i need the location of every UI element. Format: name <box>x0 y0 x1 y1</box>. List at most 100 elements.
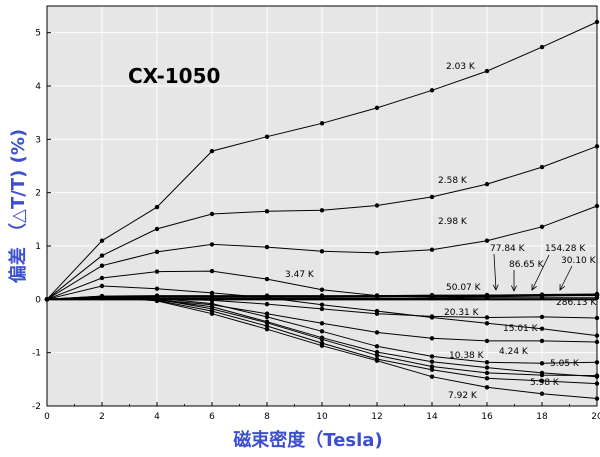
data-point <box>484 360 490 365</box>
data-point <box>429 374 435 379</box>
x-tick-label: 14 <box>426 412 438 422</box>
data-point <box>484 315 490 320</box>
series-label: 2.98 K <box>438 217 468 227</box>
data-point <box>264 311 270 316</box>
x-tick-label: 0 <box>44 412 50 422</box>
chart-title: CX-1050 <box>128 64 220 88</box>
data-point <box>484 365 490 370</box>
data-point <box>484 370 490 376</box>
data-point <box>209 311 215 316</box>
data-point <box>154 226 160 232</box>
y-tick-label: -2 <box>32 402 41 412</box>
data-point <box>429 314 435 319</box>
data-point <box>429 367 435 372</box>
y-tick-label: 2 <box>35 189 41 199</box>
data-point <box>154 286 160 291</box>
series-label: 5.98 K <box>530 378 560 388</box>
label-arrowhead <box>492 284 499 291</box>
data-point <box>484 68 490 74</box>
data-point <box>99 294 105 299</box>
data-point <box>264 209 270 214</box>
data-point <box>484 376 490 381</box>
data-point <box>99 238 105 243</box>
x-tick-label: 20 <box>591 412 600 422</box>
data-point <box>264 314 270 320</box>
data-point <box>319 208 325 213</box>
series-label: 7.92 K <box>448 391 478 401</box>
data-point <box>374 250 380 256</box>
y-tick-label: 1 <box>35 242 41 252</box>
y-axis-title: 偏差 （△T/T) (%) <box>7 129 29 283</box>
data-point <box>319 329 325 334</box>
data-point <box>264 295 270 300</box>
data-point <box>429 296 435 301</box>
x-tick-label: 6 <box>209 412 215 422</box>
data-point <box>374 330 380 335</box>
data-point <box>539 361 545 366</box>
data-point <box>319 249 325 254</box>
x-tick-label: 10 <box>316 412 328 422</box>
series-label: 86.65 K <box>509 260 545 270</box>
data-point <box>374 203 380 208</box>
data-point <box>154 204 160 210</box>
x-tick-label: 12 <box>371 412 382 422</box>
series-label: 3.47 K <box>285 270 315 280</box>
data-point <box>484 295 490 300</box>
data-point <box>209 298 215 303</box>
data-point <box>319 321 325 326</box>
data-point <box>209 242 215 247</box>
data-point <box>374 105 380 111</box>
data-point <box>264 327 270 332</box>
label-arrow <box>559 265 573 291</box>
series-label: 10.38 K <box>449 351 485 361</box>
data-point <box>374 349 380 355</box>
data-point <box>209 211 215 217</box>
series-label: 77.84 K <box>490 244 526 254</box>
data-point <box>484 338 490 344</box>
series-label: 5.05 K <box>550 359 580 369</box>
label-arrowhead <box>531 284 537 291</box>
data-point <box>374 296 380 301</box>
y-tick-label: 4 <box>35 82 41 92</box>
label-arrowhead <box>511 285 517 292</box>
data-point <box>539 378 545 384</box>
data-point <box>319 121 325 126</box>
data-point <box>429 194 435 200</box>
data-point <box>484 321 490 326</box>
data-point <box>99 275 105 281</box>
data-point <box>374 353 380 358</box>
label-arrow <box>531 254 550 291</box>
plot-frame <box>46 5 598 407</box>
series-label: 2.03 K <box>446 62 476 72</box>
series-label: 4.24 K <box>499 347 529 357</box>
data-point <box>154 298 160 304</box>
data-point <box>539 224 545 229</box>
data-point <box>99 283 105 289</box>
data-point <box>264 134 270 139</box>
data-point <box>539 44 545 50</box>
data-point <box>264 276 270 282</box>
data-point <box>319 337 325 342</box>
data-point <box>484 238 490 243</box>
data-point <box>429 336 435 341</box>
data-point <box>264 301 270 307</box>
data-point <box>264 323 270 329</box>
series-label: 154.28 K <box>545 244 586 254</box>
data-point <box>429 88 435 93</box>
series-label: 50.07 K <box>446 283 482 293</box>
data-point <box>484 385 490 390</box>
data-point <box>374 344 380 349</box>
data-point <box>539 391 545 396</box>
data-point <box>539 338 545 344</box>
data-point <box>154 249 160 255</box>
series-label: 20.31 K <box>444 308 480 318</box>
series-label: 286.13 K <box>556 298 597 308</box>
data-point <box>374 311 380 316</box>
series-label: 30.10 K <box>561 256 597 266</box>
data-point <box>209 301 215 306</box>
label-arrowhead <box>559 283 566 291</box>
y-tick-label: 0 <box>35 295 41 305</box>
data-point <box>319 296 325 301</box>
data-point <box>209 268 215 274</box>
x-tick-label: 16 <box>481 412 493 422</box>
